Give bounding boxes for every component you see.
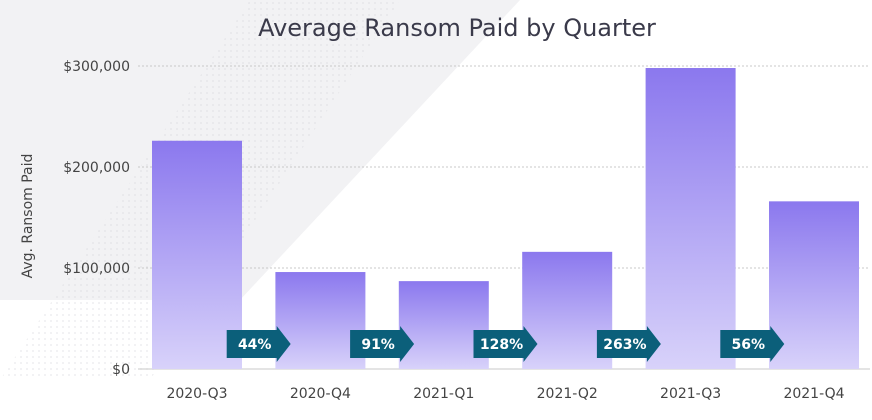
y-tick-label: $100,000 [63, 261, 130, 277]
bar [769, 201, 859, 369]
x-tick-label: 2021-Q2 [537, 386, 598, 402]
change-arrow [350, 326, 415, 362]
y-tick-label: $200,000 [63, 160, 130, 176]
gridlines [138, 65, 870, 370]
change-label: 56% [732, 337, 766, 353]
x-tick-label: 2020-Q3 [166, 386, 227, 402]
change-label: 44% [238, 337, 272, 353]
change-label: 128% [480, 337, 523, 353]
bars [152, 68, 859, 370]
change-arrow [596, 326, 661, 362]
y-axis-label: Avg. Ransom Paid [20, 154, 36, 279]
x-tick-label: 2020-Q4 [290, 386, 351, 402]
y-tick-label: $0 [112, 362, 130, 378]
change-arrow [720, 326, 785, 362]
y-axis-ticks: $0 $100,000 $200,000 $300,000 [63, 59, 130, 378]
x-tick-label: 2021-Q4 [783, 386, 844, 402]
change-arrows: 44% 91% 128% 263% 56% [226, 326, 785, 362]
change-label: 91% [361, 337, 395, 353]
x-tick-label: 2021-Q3 [660, 386, 721, 402]
chart-title: Average Ransom Paid by Quarter [258, 14, 656, 42]
change-arrow [226, 326, 291, 362]
x-tick-label: 2021-Q1 [413, 386, 474, 402]
bar [645, 68, 736, 370]
x-axis-ticks: 2020-Q3 2020-Q4 2021-Q1 2021-Q2 2021-Q3 2021-… [166, 386, 844, 402]
change-label: 263% [603, 337, 646, 353]
y-tick-label: $300,000 [63, 59, 130, 75]
change-arrow [473, 326, 538, 362]
